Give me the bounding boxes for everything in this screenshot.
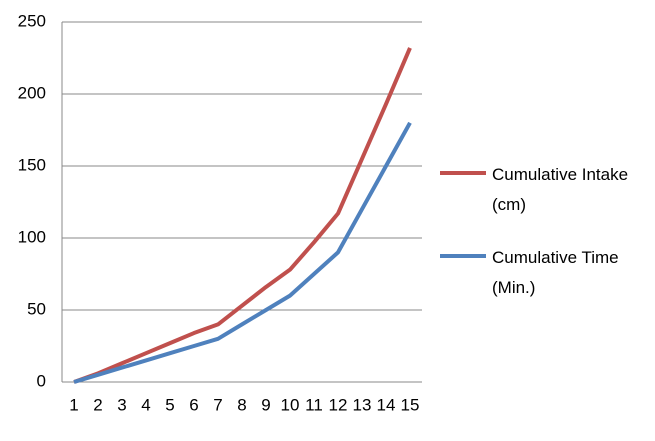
- y-tick-label: 0: [37, 371, 46, 390]
- x-tick-label: 2: [93, 395, 102, 414]
- x-tick-label: 9: [261, 395, 270, 414]
- y-tick-label: 200: [18, 83, 46, 102]
- x-tick-label: 5: [165, 395, 174, 414]
- x-tick-label: 10: [281, 395, 300, 414]
- x-tick-label: 3: [117, 395, 126, 414]
- y-tick-label: 50: [27, 299, 46, 318]
- x-tick-label: 11: [305, 395, 323, 414]
- x-tick-label: 15: [401, 395, 420, 414]
- series-line: [73, 47, 412, 384]
- legend-entry: Cumulative Intake (cm): [440, 160, 640, 220]
- legend-label: Cumulative Time (Min.): [492, 248, 619, 297]
- x-tick-label: 7: [213, 395, 222, 414]
- y-tick-label: 250: [18, 11, 46, 30]
- legend-swatch: [440, 171, 486, 175]
- y-tick-label: 100: [18, 227, 46, 246]
- legend-swatch: [440, 254, 486, 258]
- x-tick-label: 4: [141, 395, 150, 414]
- y-tick-label: 150: [18, 155, 46, 174]
- legend-label: Cumulative Intake (cm): [492, 165, 629, 214]
- legend-entry: Cumulative Time (Min.): [440, 243, 640, 303]
- x-tick-label: 6: [189, 395, 198, 414]
- x-tick-label: 1: [69, 395, 78, 414]
- x-tick-label: 8: [237, 395, 246, 414]
- x-tick-label: 13: [353, 395, 372, 414]
- x-tick-label: 14: [377, 395, 396, 414]
- series-line: [73, 121, 412, 384]
- x-tick-label: 12: [329, 395, 348, 414]
